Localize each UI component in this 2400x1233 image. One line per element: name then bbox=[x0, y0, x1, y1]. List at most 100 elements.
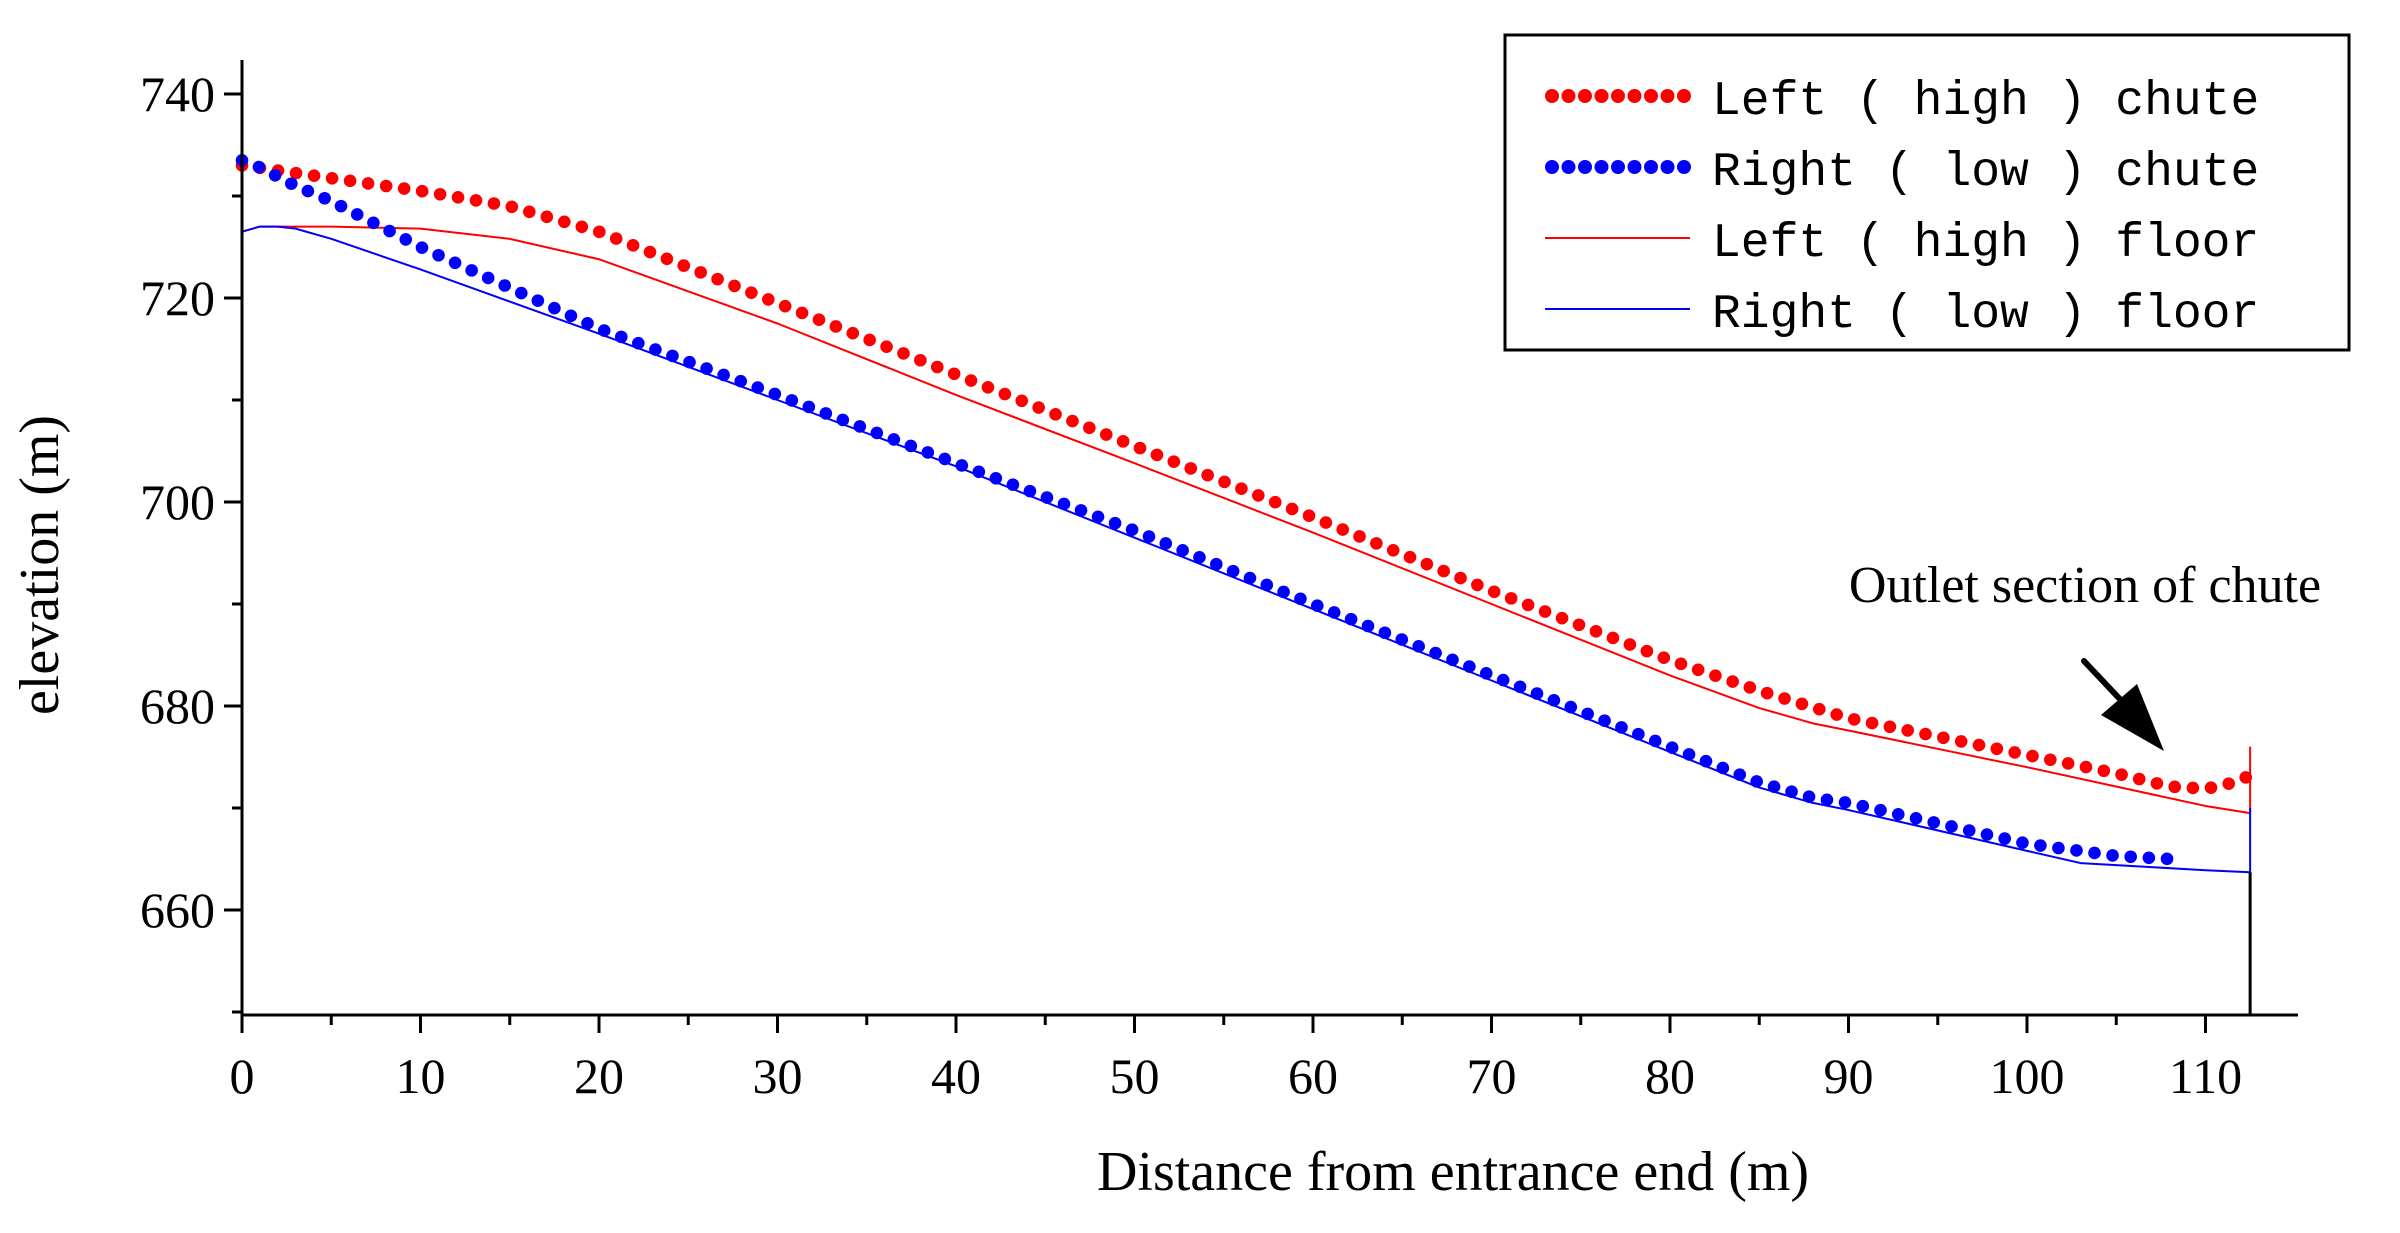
series-point bbox=[947, 367, 961, 381]
legend-box bbox=[1503, 33, 2351, 352]
series-point bbox=[415, 184, 429, 198]
series-point bbox=[1108, 516, 1122, 530]
series-point bbox=[666, 349, 679, 363]
series-point bbox=[289, 166, 303, 180]
series-point bbox=[1716, 761, 1730, 775]
series-point bbox=[785, 394, 799, 407]
series-point bbox=[836, 413, 850, 427]
series-point bbox=[1066, 414, 1079, 428]
series-point bbox=[1572, 618, 1586, 632]
series-point bbox=[768, 387, 782, 401]
series-point bbox=[1581, 707, 1594, 721]
series-point bbox=[1218, 475, 1231, 489]
series-point bbox=[1538, 605, 1552, 618]
series-point bbox=[1023, 484, 1037, 498]
series-point bbox=[1990, 742, 2004, 756]
y-tick-label: 700 bbox=[140, 474, 215, 530]
series-point bbox=[1487, 585, 1501, 599]
x-tick-label: 0 bbox=[230, 1048, 255, 1104]
series-point bbox=[1945, 820, 1958, 833]
series-point bbox=[1336, 523, 1349, 536]
series-point bbox=[1344, 612, 1358, 626]
x-tick-label: 30 bbox=[753, 1048, 803, 1104]
series-point bbox=[1294, 592, 1307, 606]
series-point bbox=[1386, 543, 1400, 557]
x-tick-label: 70 bbox=[1467, 1048, 1517, 1104]
series-point bbox=[383, 224, 396, 238]
legend-dot bbox=[1677, 89, 1691, 103]
series-point bbox=[575, 220, 589, 234]
series-point bbox=[1252, 489, 1265, 502]
series-point bbox=[1547, 694, 1561, 707]
series-point bbox=[325, 171, 339, 185]
x-tick-label: 90 bbox=[1824, 1048, 1874, 1104]
series-point bbox=[531, 294, 545, 307]
series-point bbox=[1268, 495, 1282, 509]
series-point bbox=[717, 368, 730, 382]
series-point bbox=[2008, 746, 2021, 759]
x-tick-label: 110 bbox=[2169, 1048, 2242, 1104]
outlet-annotation-arrow bbox=[2081, 658, 2164, 751]
series-point bbox=[350, 208, 364, 221]
series-point bbox=[660, 252, 674, 266]
series-point bbox=[307, 169, 321, 182]
series-point bbox=[1260, 578, 1274, 592]
series-point bbox=[1226, 564, 1240, 578]
series-point bbox=[597, 324, 611, 337]
series-point bbox=[1395, 633, 1409, 646]
series-point bbox=[1743, 681, 1757, 694]
x-tick-label: 50 bbox=[1110, 1048, 1160, 1104]
legend: Left ( high ) chute Right ( low ) chute … bbox=[1503, 33, 2351, 352]
series-point bbox=[677, 259, 691, 272]
legend-dot bbox=[1677, 160, 1691, 174]
series-point bbox=[1201, 468, 1214, 482]
series-point bbox=[2239, 771, 2253, 784]
y-tick-label: 720 bbox=[140, 270, 215, 326]
legend-dot bbox=[1545, 160, 1559, 174]
series-point bbox=[2097, 764, 2111, 778]
series-point bbox=[1310, 599, 1324, 613]
series-point bbox=[829, 320, 843, 333]
series-point bbox=[802, 400, 816, 414]
legend-dot bbox=[1644, 160, 1658, 174]
legend-dot bbox=[1561, 89, 1576, 103]
series-point bbox=[367, 216, 380, 230]
x-axis-label: Distance from entrance end (m) bbox=[1097, 1141, 1809, 1203]
series-point bbox=[1049, 408, 1062, 421]
series-point bbox=[1972, 738, 1986, 752]
series-point bbox=[432, 248, 445, 262]
series-point bbox=[998, 387, 1012, 401]
series-point bbox=[1403, 550, 1417, 564]
series-point bbox=[343, 174, 357, 188]
series-point bbox=[609, 232, 623, 245]
legend-dot bbox=[1561, 160, 1576, 174]
series-point bbox=[1919, 727, 1932, 741]
series-point bbox=[558, 215, 571, 229]
series-point bbox=[1606, 631, 1620, 645]
legend-label-right-low-floor: Right ( low ) floor bbox=[1712, 288, 2259, 342]
series-point bbox=[1709, 669, 1722, 682]
legend-sample-0 bbox=[1545, 89, 1691, 103]
series-point bbox=[745, 286, 758, 299]
series-point bbox=[1454, 571, 1467, 585]
legend-dot bbox=[1627, 89, 1642, 103]
x-tick-label: 40 bbox=[931, 1048, 981, 1104]
series-point bbox=[1962, 824, 1976, 837]
plot-area bbox=[235, 154, 2253, 1015]
annotation-arrow-head bbox=[2101, 684, 2164, 751]
series-point bbox=[972, 465, 986, 479]
series-point bbox=[465, 264, 478, 277]
series-point bbox=[1726, 675, 1739, 688]
series-point bbox=[1802, 790, 1816, 804]
series-point bbox=[1150, 448, 1164, 462]
series-point bbox=[318, 191, 331, 205]
legend-samples bbox=[1545, 89, 1691, 310]
series-point bbox=[1235, 482, 1248, 495]
legend-dot bbox=[1545, 89, 1559, 103]
series-point bbox=[1083, 421, 1096, 435]
series-point bbox=[626, 239, 640, 252]
series-point bbox=[564, 309, 578, 323]
series-point bbox=[2070, 844, 2083, 857]
legend-dot bbox=[1594, 89, 1609, 103]
